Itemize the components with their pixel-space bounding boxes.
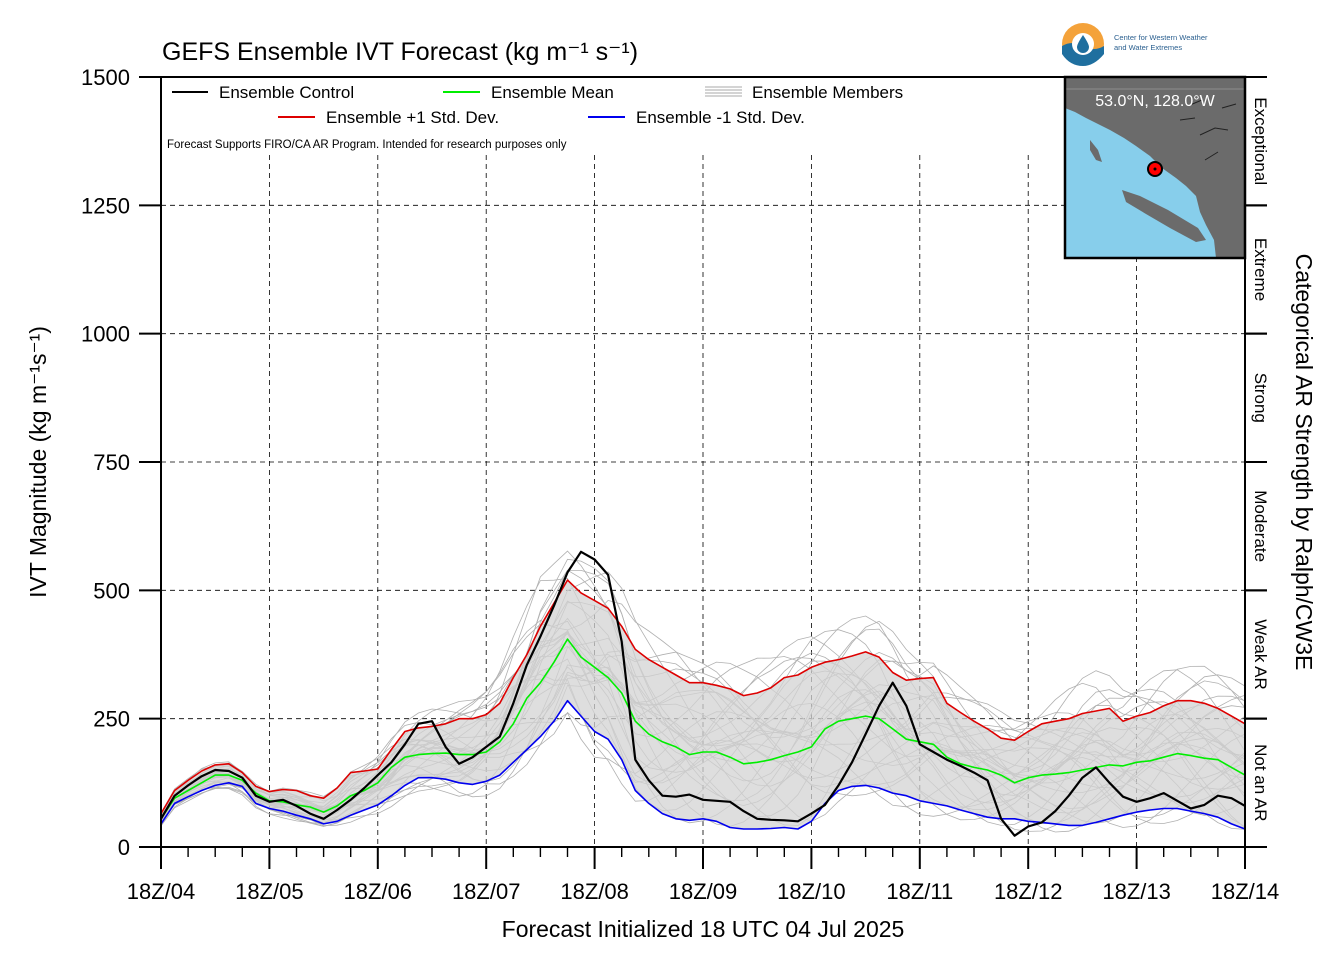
logo-line2: and Water Extremes <box>1114 43 1182 52</box>
inset-map-land <box>1065 77 1245 258</box>
legend-label-members: Ensemble Members <box>752 83 903 102</box>
x-tick-label: 18Z/09 <box>669 879 738 904</box>
inset-map-rivers <box>1179 99 1237 161</box>
inset-map-island-north <box>1090 140 1102 162</box>
x-tick-label: 18Z/05 <box>235 879 304 904</box>
y-tick-label: 1250 <box>81 193 130 218</box>
x-tick-label: 18Z/06 <box>344 879 413 904</box>
y-axis-title: IVT Magnitude (kg m⁻¹s⁻¹) <box>25 326 51 598</box>
inset-map: 53.0°N, 128.0°W <box>1063 75 1247 260</box>
location-marker-dot-icon <box>1153 167 1157 171</box>
y-tick-label: 500 <box>93 578 130 603</box>
series-mean-line <box>160 638 1246 820</box>
cw3e-logo: Center for Western Weather and Water Ext… <box>1062 23 1208 66</box>
category-label: Strong <box>1251 373 1270 423</box>
x-tick-label: 18Z/10 <box>777 879 846 904</box>
series-plus-std-line <box>160 579 1246 815</box>
inset-map-island <box>1122 190 1206 242</box>
inset-map-frame <box>1063 75 1247 260</box>
x-tick-label: 18Z/13 <box>1102 879 1171 904</box>
series-minus-std-line <box>160 699 1246 830</box>
location-label: 53.0°N, 128.0°W <box>1095 93 1215 110</box>
legend-label-control: Ensemble Control <box>219 83 354 102</box>
category-label: Weak AR <box>1251 619 1270 690</box>
x-tick-label: 18Z/14 <box>1211 879 1280 904</box>
legend-label-plus-std: Ensemble +1 Std. Dev. <box>326 108 499 127</box>
x-tick-label: 18Z/11 <box>886 879 953 904</box>
x-axis-title: Forecast Initialized 18 UTC 04 Jul 2025 <box>502 916 905 942</box>
y-tick-label: 750 <box>93 450 130 475</box>
category-label: Moderate <box>1251 490 1270 562</box>
y-tick-label: 1000 <box>81 322 130 347</box>
x-tick-label: 18Z/04 <box>127 879 196 904</box>
series-layer <box>160 550 1246 837</box>
chart-title: GEFS Ensemble IVT Forecast (kg m⁻¹ s⁻¹) <box>162 38 638 66</box>
x-tick-label: 18Z/07 <box>452 879 521 904</box>
logo-line1: Center for Western Weather <box>1114 33 1208 42</box>
right-axis-title: Categorical AR Strength by Ralph/CW3E <box>1291 254 1317 671</box>
legend-label-mean: Ensemble Mean <box>491 83 614 102</box>
logo-drop-icon <box>1077 35 1089 53</box>
y-tick-label: 1500 <box>81 65 130 90</box>
legend-swatch-members <box>705 86 742 97</box>
legend-label-minus-std: Ensemble -1 Std. Dev. <box>636 108 805 127</box>
research-note: Forecast Supports FIRO/CA AR Program. In… <box>167 139 567 151</box>
category-label: Not an AR <box>1251 744 1270 822</box>
series-control-line <box>160 550 1246 837</box>
category-label: Extreme <box>1251 238 1270 301</box>
y-tick-label: 0 <box>118 835 130 860</box>
y-tick-label: 250 <box>93 707 130 732</box>
axis-layer: 0 250 500 750 1000 1250 1500 18Z/04 18Z/05 18Z/06… <box>81 65 1279 904</box>
x-tick-label: 18Z/08 <box>560 879 629 904</box>
category-label: Exceptional <box>1251 97 1270 185</box>
ensemble-member-line <box>160 651 1246 833</box>
legend: Ensemble Control Ensemble Mean Ensemble … <box>167 83 903 151</box>
x-tick-label: 18Z/12 <box>994 879 1063 904</box>
